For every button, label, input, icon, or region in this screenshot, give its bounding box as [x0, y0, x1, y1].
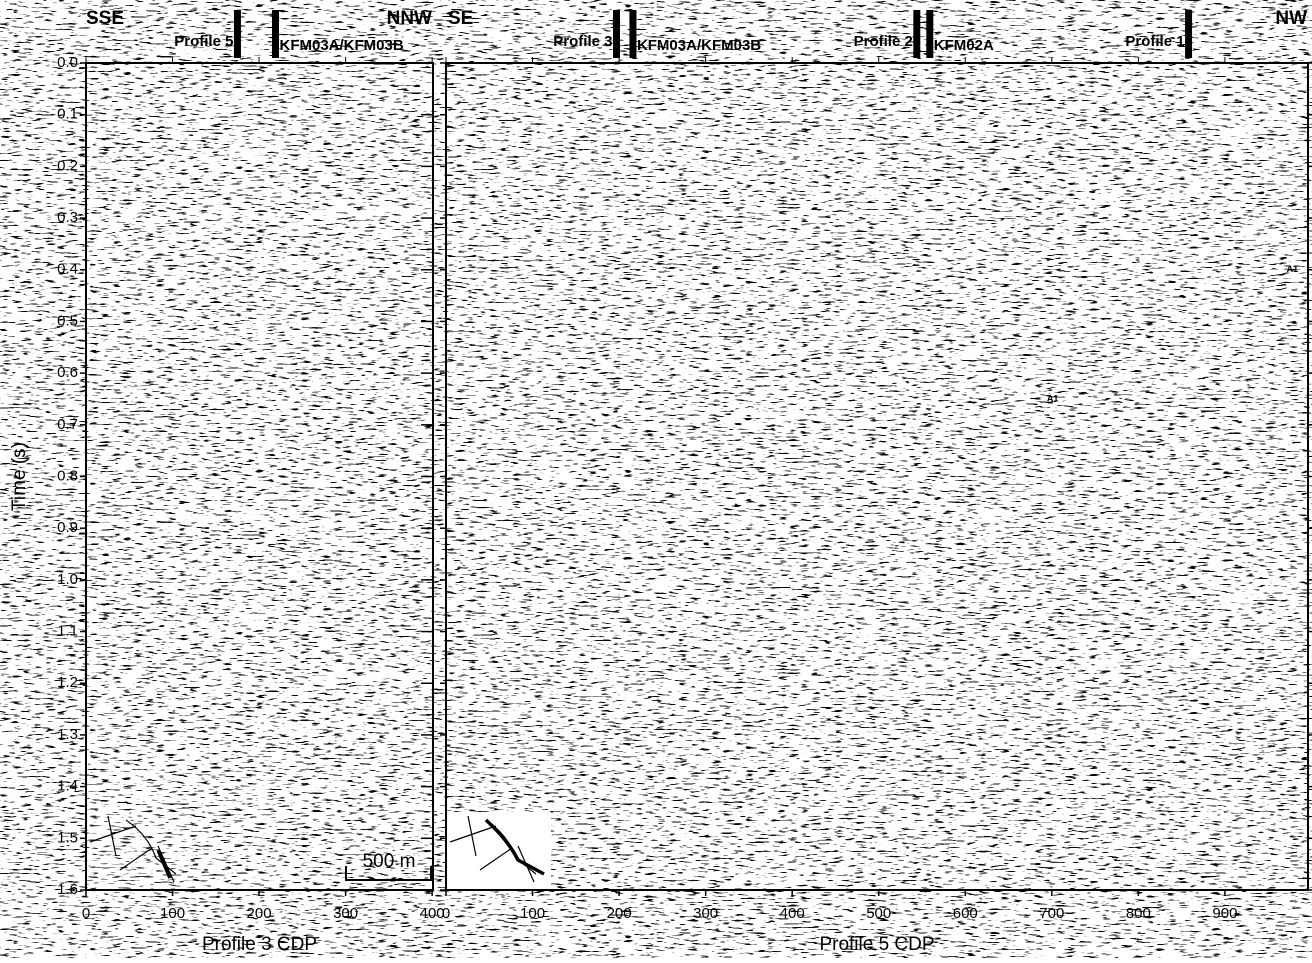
marker-label: Profile 3: [553, 33, 612, 50]
x-tick-label: 700: [1039, 905, 1064, 922]
direction-label: SE: [448, 8, 473, 29]
y-tick-label: 0.2: [57, 157, 78, 174]
y-tick-label: 0.5: [57, 312, 78, 329]
x-tick-label: 300: [693, 905, 718, 922]
x-tick-label: 200: [247, 905, 272, 922]
inset-bg: [87, 812, 191, 889]
x-tick-label: 0: [82, 905, 90, 922]
x-tick-label: 200: [607, 905, 632, 922]
location-inset: [87, 812, 191, 889]
x-tick-label: 400: [780, 905, 805, 922]
x-tick-label: 400: [420, 905, 445, 922]
y-tick-label: 0.8: [57, 467, 78, 484]
inset-highlight: [156, 849, 172, 879]
x-tick-label: 100: [520, 905, 545, 922]
y-tick-label: 1.2: [57, 674, 78, 691]
y-tick-label: 0.3: [57, 209, 78, 226]
marker-bar: [926, 10, 934, 58]
y-tick-label: 0.9: [57, 519, 78, 536]
marker-label: KFM03A/KFM03B: [637, 37, 761, 54]
marker-bar: [913, 10, 921, 58]
y-tick-label: 0.7: [57, 416, 78, 433]
marker-label: Profile 2: [854, 33, 913, 50]
x-tick-label: 800: [1126, 905, 1151, 922]
y-tick-label: 1.0: [57, 571, 78, 588]
direction-label: SSE: [86, 8, 124, 29]
x-tick-label: 300: [333, 905, 358, 922]
annotation: A1: [1047, 393, 1059, 403]
x-tick-label: 900: [1212, 905, 1237, 922]
marker-label: Profile 5: [174, 33, 233, 50]
seismic-section: [87, 68, 431, 889]
x-tick-label: 0: [442, 905, 450, 922]
marker-bar: [1185, 10, 1193, 58]
y-tick-label: 1.6: [57, 881, 78, 898]
location-inset: [447, 812, 551, 889]
inset-bg: [447, 812, 551, 889]
marker-bar: [272, 10, 280, 58]
x-tick-label: 500: [866, 905, 891, 922]
y-tick-label: 1.1: [57, 623, 78, 640]
y-axis-label: Time (s): [9, 442, 30, 511]
x-axis-label: Profile 5 CDP: [819, 934, 934, 955]
marker-bar: [612, 10, 620, 58]
scale-bar-label: 500 m: [363, 851, 416, 872]
marker-label: Profile 1: [1125, 33, 1184, 50]
y-tick-label: 1.4: [57, 778, 78, 795]
inset-highlight: [484, 818, 545, 876]
y-tick-label: 1.5: [57, 829, 78, 846]
y-tick-label: 1.3: [57, 726, 78, 743]
marker-label: KFM03A/KFM03B: [280, 37, 404, 54]
y-tick-label: 0.0: [57, 54, 78, 71]
direction-label: NNW: [387, 8, 432, 29]
y-tick-label: 0.6: [57, 364, 78, 381]
scale-bar: [345, 866, 432, 881]
x-axis-label: Profile 3 CDP: [202, 934, 317, 955]
x-tick-label: 100: [160, 905, 185, 922]
marker-bar: [233, 10, 241, 58]
y-tick-label: 0.4: [57, 261, 78, 278]
seismic-section: [447, 68, 1306, 889]
x-tick-label: 600: [953, 905, 978, 922]
marker-bar: [629, 10, 637, 58]
direction-label: NW: [1275, 8, 1307, 29]
annotation: A1: [1287, 264, 1299, 274]
marker-label: KFM02A: [934, 37, 994, 54]
inset-lines: [89, 815, 177, 883]
y-tick-label: 0.1: [57, 106, 78, 123]
